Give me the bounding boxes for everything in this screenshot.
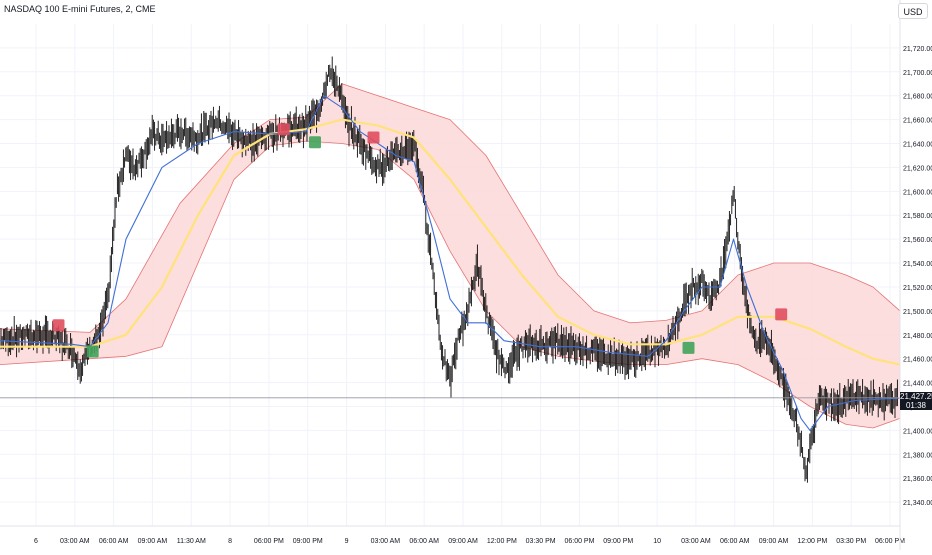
buy-signal-marker [86,345,99,358]
y-tick-label: 21,700.00 [903,70,932,77]
x-tick-label: 09:00 PM [293,538,323,545]
last-price-value: 21,427.25 [900,392,932,401]
currency-button[interactable]: USD [898,3,928,19]
signal-markers [52,123,788,358]
symbol-title: NASDAQ 100 E-mini Futures, 2, CME [4,4,156,14]
y-tick-label: 21,340.00 [903,500,932,507]
x-tick-label: 9 [345,538,349,545]
y-tick-label: 21,640.00 [903,142,932,149]
last-price-tag: 21,427.25 01:38 [900,392,932,410]
buy-signal-marker [309,136,321,149]
x-tick-label: 03:00 AM [371,538,401,545]
x-tick-label: 09:00 AM [448,538,478,545]
x-tick-label: 6 [34,538,38,545]
y-tick-label: 21,460.00 [903,357,932,364]
x-tick-label: 03:30 PM [526,538,556,545]
y-tick-label: 21,600.00 [903,189,932,196]
x-tick-label: 06:00 AM [720,538,750,545]
x-tick-label: 10 [653,538,661,545]
sell-signal-marker [277,123,290,136]
y-tick-label: 21,520.00 [903,285,932,292]
x-tick-label: 12:00 PM [797,538,827,545]
y-tick-label: 21,720.00 [903,46,932,53]
x-tick-label: 06:00 AM [99,538,129,545]
x-tick-label: 06:00 PM [254,538,284,545]
y-tick-label: 21,540.00 [903,261,932,268]
fast-ma-line [0,95,901,431]
x-tick-label: 09:00 AM [759,538,789,545]
x-tick-label: 12:00 PM [487,538,517,545]
x-tick-label: 8 [228,538,232,545]
y-tick-label: 21,440.00 [903,381,932,388]
x-tick-label: 09:00 PM [603,538,633,545]
x-tick-label: 06:00 PM [564,538,594,545]
y-tick-label: 21,680.00 [903,94,932,101]
sell-signal-marker [775,308,788,321]
buy-signal-marker [682,341,695,354]
x-tick-label: 03:00 AM [60,538,90,545]
y-tick-label: 21,660.00 [903,118,932,125]
y-tick-label: 21,580.00 [903,213,932,220]
x-tick-label: 09:00 AM [138,538,168,545]
basis-line [0,118,901,366]
x-tick-label: 11:30 AM [177,538,206,545]
y-tick-label: 21,360.00 [903,476,932,483]
x-tick-label: 06:00 PM [875,538,905,545]
bar-countdown: 01:38 [905,401,927,410]
x-tick-label: 03:30 PM [836,538,866,545]
band-upper-line [0,83,901,333]
sell-signal-marker [52,319,65,332]
y-tick-label: 21,560.00 [903,237,932,244]
y-tick-label: 21,620.00 [903,165,932,172]
sell-signal-marker [367,131,380,144]
moving-averages [0,95,901,431]
y-tick-label: 21,380.00 [903,452,932,459]
x-tick-label: 06:00 AM [409,538,439,545]
x-tick-label: 03:00 AM [681,538,711,545]
y-tick-label: 21,400.00 [903,428,932,435]
y-tick-label: 21,500.00 [903,309,932,316]
y-tick-label: 21,480.00 [903,333,932,340]
